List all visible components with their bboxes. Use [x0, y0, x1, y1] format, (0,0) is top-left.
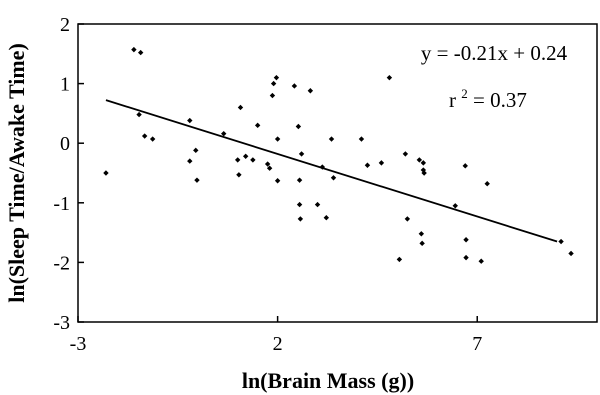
data-point-16 [254, 122, 261, 129]
regression-line [105, 99, 558, 243]
data-point-15 [250, 157, 256, 163]
data-point-8 [193, 147, 199, 154]
data-point-17 [264, 161, 271, 167]
data-point-32 [319, 164, 326, 170]
data-point-28 [297, 216, 304, 222]
data-point-33 [323, 215, 330, 221]
y-tick-label: 0 [60, 133, 70, 155]
data-point-54 [484, 181, 490, 187]
r-squared-exponent: 2 [461, 86, 468, 101]
data-point-52 [463, 254, 469, 261]
x-tick-label: -3 [70, 333, 87, 355]
x-tick-label: 2 [273, 333, 283, 355]
data-point-5 [149, 136, 156, 142]
data-point-31 [314, 201, 321, 208]
data-point-50 [462, 163, 468, 169]
data-point-26 [296, 177, 303, 183]
data-point-14 [242, 153, 249, 160]
data-point-38 [378, 160, 385, 166]
data-point-34 [328, 136, 335, 142]
data-point-48 [421, 170, 427, 176]
data-point-42 [404, 216, 411, 222]
data-point-7 [187, 158, 193, 164]
data-point-30 [307, 88, 314, 94]
data-point-49 [452, 203, 458, 209]
data-point-25 [295, 123, 302, 130]
data-point-11 [234, 157, 241, 163]
y-tick-label: 2 [60, 14, 70, 36]
y-tick-label: 1 [60, 74, 70, 96]
data-point-51 [463, 237, 469, 243]
data-point-10 [221, 130, 227, 137]
data-point-44 [418, 231, 425, 237]
data-point-56 [568, 250, 574, 257]
data-point-53 [478, 258, 484, 264]
data-point-0 [103, 170, 109, 176]
data-point-20 [270, 80, 277, 87]
data-point-37 [364, 162, 371, 168]
data-point-55 [558, 238, 564, 245]
r-squared-label: r 2 = 0.37 [449, 79, 527, 112]
data-point-19 [269, 92, 276, 99]
data-point-39 [386, 74, 393, 81]
y-axis-label: ln(Sleep Time/Awake Time) [4, 43, 29, 303]
data-point-41 [402, 151, 409, 157]
data-point-27 [296, 201, 303, 208]
data-point-18 [266, 165, 273, 171]
y-tick-label: -2 [53, 252, 70, 274]
data-point-46 [420, 160, 427, 166]
data-point-9 [194, 177, 200, 183]
data-point-23 [274, 178, 281, 184]
data-point-12 [236, 172, 242, 178]
r-squared-base: r [449, 88, 456, 112]
data-point-13 [237, 104, 244, 111]
axis-ticks: -3 -2 -1 0 1 2 -3 2 7 [53, 14, 482, 355]
data-point-36 [358, 136, 365, 142]
plot-frame [77, 23, 598, 323]
x-axis-label: ln(Brain Mass (g)) [242, 368, 414, 393]
y-tick-label: -3 [53, 312, 70, 334]
data-point-3 [136, 111, 142, 118]
data-point-43 [416, 157, 423, 163]
data-point-24 [291, 83, 298, 89]
data-point-22 [274, 136, 281, 142]
data-point-1 [131, 46, 137, 53]
r-squared-value: = 0.37 [473, 88, 527, 112]
plot-area [77, 23, 598, 323]
data-point-35 [330, 175, 337, 181]
x-tick-label: 7 [472, 333, 482, 355]
data-point-4 [141, 133, 148, 139]
y-tick-label: -1 [53, 193, 70, 215]
regression-equation: y = -0.21x + 0.24 [421, 41, 568, 65]
data-point-2 [137, 49, 144, 56]
data-point-45 [419, 240, 425, 247]
data-point-40 [396, 256, 403, 263]
data-point-6 [187, 117, 193, 124]
data-point-21 [273, 74, 280, 81]
data-point-29 [298, 151, 305, 157]
